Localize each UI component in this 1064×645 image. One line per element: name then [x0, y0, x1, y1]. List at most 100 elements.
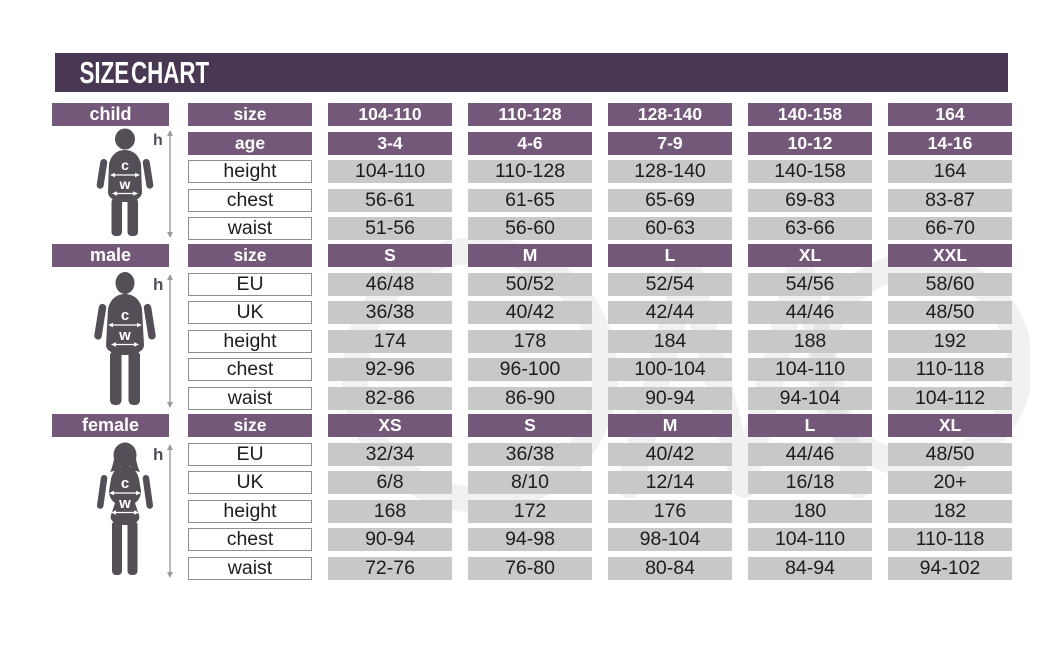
table-cell: 94-104: [748, 386, 872, 410]
chest-arrow: [109, 490, 141, 496]
table-cell: 20+: [888, 471, 1012, 494]
table-cell: 110-128: [468, 103, 592, 126]
female-silhouette-icon: h c w: [96, 442, 173, 578]
table-cell: 188: [748, 329, 872, 353]
table-row: height 174 178 184 188 192: [188, 329, 1012, 353]
table-cell: 83-87: [888, 188, 1012, 212]
table-cell: 140-158: [748, 103, 872, 126]
table-cell: M: [468, 244, 592, 267]
height-arrow: [167, 274, 173, 408]
row-label-chest: chest: [188, 528, 312, 551]
table-cell: 54/56: [748, 272, 872, 296]
table-cell: 172: [468, 499, 592, 523]
male-silhouette-icon: h c w: [94, 272, 173, 408]
table-row: EU 32/34 36/38 40/42 44/46 48/50: [188, 442, 1012, 466]
table-row: chest 92-96 96-100 100-104 104-110 110-118: [188, 358, 1012, 381]
table-cell: S: [328, 244, 452, 267]
chest-label: c: [121, 157, 129, 173]
table-cell: 86-90: [468, 386, 592, 410]
table-cell: 48/50: [888, 301, 1012, 324]
table-cell: 110-128: [468, 160, 592, 183]
row-label-age: age: [188, 131, 312, 155]
table-cell: 46/48: [328, 272, 452, 296]
height-label: h: [153, 445, 163, 464]
table-row: chest 90-94 94-98 98-104 104-110 110-118: [188, 528, 1012, 551]
table-cell: 14-16: [888, 131, 1012, 155]
table-cell: 110-118: [888, 358, 1012, 381]
table-cell: L: [748, 414, 872, 437]
row-label-eu: EU: [188, 272, 312, 296]
row-label-waist: waist: [188, 217, 312, 240]
table-cell: 10-12: [748, 131, 872, 155]
table-cell: XL: [888, 414, 1012, 437]
title-bar: SIZE CHART: [55, 53, 1008, 92]
table-cell: 168: [328, 499, 452, 523]
section-female: female h c: [52, 414, 1022, 580]
height-arrow: [167, 444, 173, 578]
chest-label: c: [121, 307, 129, 324]
chest-arrow: [110, 172, 140, 178]
table-cell: 12/14: [608, 471, 732, 494]
table-cell: 8/10: [468, 471, 592, 494]
table-cell: 90-94: [608, 386, 732, 410]
table-cell: 94-102: [888, 556, 1012, 580]
table-cell: 164: [888, 103, 1012, 126]
table-cell: 40/42: [468, 301, 592, 324]
table-cell: 128-140: [608, 160, 732, 183]
table-cell: 16/18: [748, 471, 872, 494]
table-cell: 50/52: [468, 272, 592, 296]
table-cell: 36/38: [468, 442, 592, 466]
table-cell: 69-83: [748, 188, 872, 212]
section-label-female: female: [52, 414, 169, 437]
table-cell: 56-61: [328, 188, 452, 212]
row-label-size: size: [188, 103, 312, 126]
table-row: UK 36/38 40/42 42/44 44/46 48/50: [188, 301, 1012, 324]
table-cell: 48/50: [888, 442, 1012, 466]
table-cell: 65-69: [608, 188, 732, 212]
table-cell: 58/60: [888, 272, 1012, 296]
row-label-height: height: [188, 329, 312, 353]
waist-label: w: [118, 327, 131, 344]
table-cell: 76-80: [468, 556, 592, 580]
table-cell: 192: [888, 329, 1012, 353]
child-table: size 104-110 110-128 128-140 140-158 164 age 3-…: [188, 103, 1012, 240]
waist-label: w: [119, 176, 131, 192]
section-child: child h c w: [52, 103, 1022, 240]
female-table: size XS S M L XL EU 32/34 36/38 40/42 44/46 48/50 UK…: [188, 414, 1012, 580]
table-cell: 104-110: [328, 160, 452, 183]
table-cell: 51-56: [328, 217, 452, 240]
row-label-waist: waist: [188, 386, 312, 410]
table-cell: 60-63: [608, 217, 732, 240]
table-row: waist 82-86 86-90 90-94 94-104 104-112: [188, 386, 1012, 410]
table-cell: 104-110: [748, 358, 872, 381]
table-row: EU 46/48 50/52 52/54 54/56 58/60: [188, 272, 1012, 296]
table-cell: 128-140: [608, 103, 732, 126]
table-cell: 104-110: [328, 103, 452, 126]
section-male: male h c w: [52, 244, 1022, 410]
table-cell: 82-86: [328, 386, 452, 410]
table-row: chest 56-61 61-65 65-69 69-83 83-87: [188, 188, 1012, 212]
table-cell: 63-66: [748, 217, 872, 240]
table-cell: 42/44: [608, 301, 732, 324]
table-cell: XS: [328, 414, 452, 437]
row-label-height: height: [188, 160, 312, 183]
table-cell: 72-76: [328, 556, 452, 580]
table-cell: 84-94: [748, 556, 872, 580]
table-row: size S M L XL XXL: [188, 244, 1012, 267]
row-label-eu: EU: [188, 442, 312, 466]
table-cell: 180: [748, 499, 872, 523]
height-label: h: [153, 275, 163, 294]
child-silhouette-icon: h c w: [96, 128, 173, 238]
waist-label: w: [118, 495, 131, 512]
table-cell: 174: [328, 329, 452, 353]
table-row: waist 51-56 56-60 60-63 63-66 66-70: [188, 217, 1012, 240]
row-label-size: size: [188, 414, 312, 437]
table-cell: 90-94: [328, 528, 452, 551]
table-cell: 182: [888, 499, 1012, 523]
height-label: h: [153, 132, 163, 149]
row-label-uk: UK: [188, 471, 312, 494]
row-label-height: height: [188, 499, 312, 523]
table-cell: 96-100: [468, 358, 592, 381]
table-row: age 3-4 4-6 7-9 10-12 14-16: [188, 131, 1012, 155]
